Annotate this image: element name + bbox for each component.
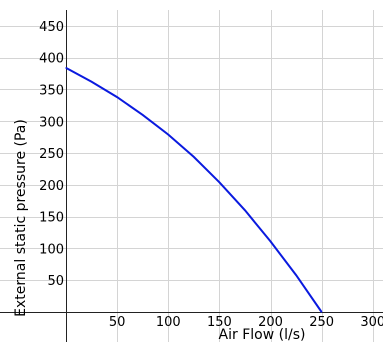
x-tick-label-0: 50 [109, 315, 126, 330]
y-tick-label-3: 200 [39, 179, 64, 194]
x-tick-label-2: 150 [207, 315, 232, 330]
y-tick-label-8: 450 [39, 20, 64, 35]
x-axis-label: Air Flow (l/s) [219, 327, 306, 343]
data-point-0-9 [295, 274, 297, 276]
series-line-0 [65, 67, 323, 313]
x-tick-label-1: 100 [156, 315, 181, 330]
data-point-0-6 [218, 181, 220, 183]
x-tick-label-3: 200 [258, 315, 283, 330]
y-tick-labels: 50 100 150 200 250 300 350 400 450 [39, 20, 64, 289]
y-tick-label-6: 350 [39, 83, 64, 98]
data-point-0-4 [167, 134, 169, 136]
y-tick-label-1: 100 [39, 242, 64, 257]
data-point-0-8 [269, 240, 272, 242]
x-tick-label-4: 250 [309, 315, 334, 330]
data-point-0-2 [116, 96, 118, 98]
y-tick-label-4: 250 [39, 147, 64, 162]
data-point-0-3 [142, 114, 144, 116]
y-tick-label-5: 300 [39, 115, 64, 130]
x-tick-labels: 50 100 150 200 250 300 [109, 315, 383, 330]
y-axis-label: External static pressure (Pa) [13, 119, 29, 317]
grid [0, 10, 383, 342]
data-point-0-5 [193, 156, 195, 158]
series-layer [65, 67, 323, 313]
y-tick-label-0: 50 [47, 274, 64, 289]
data-point-0-0 [65, 67, 67, 69]
data-point-0-1 [91, 81, 93, 83]
x-tick-label-5: 300 [360, 315, 383, 330]
data-point-0-10 [321, 311, 323, 313]
y-tick-label-2: 150 [39, 211, 64, 226]
axes [0, 10, 383, 342]
y-tick-label-7: 400 [39, 52, 64, 67]
data-point-0-7 [244, 209, 246, 211]
